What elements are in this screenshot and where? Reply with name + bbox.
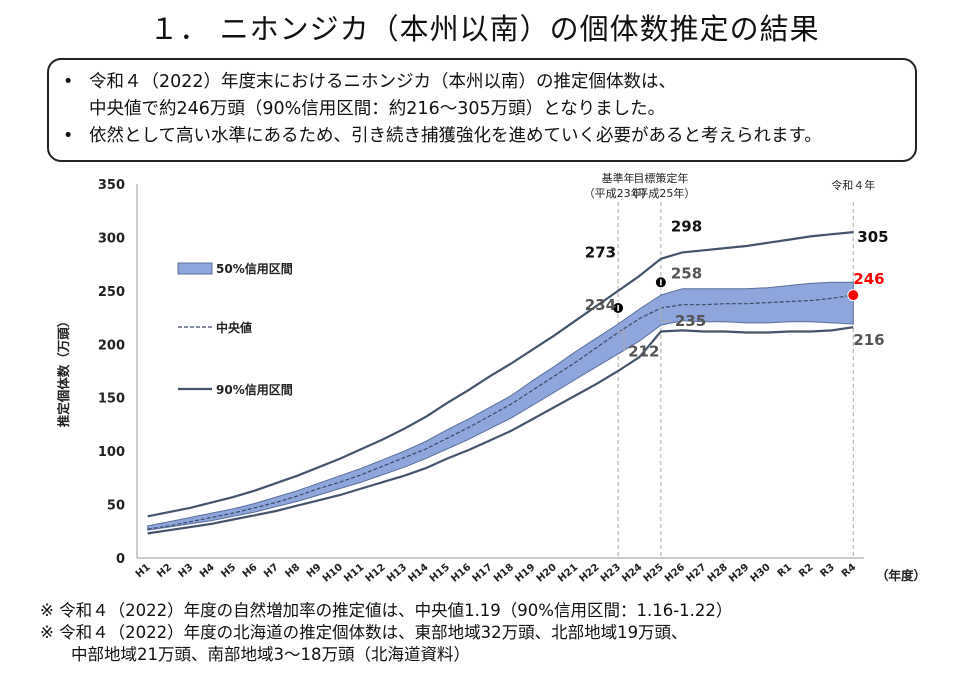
y-tick-label: 150 bbox=[98, 392, 125, 407]
leader-line-235 bbox=[660, 306, 671, 322]
chart-markers bbox=[612, 276, 860, 314]
x-tick-label: H6 bbox=[241, 562, 260, 580]
legend-swatch-band50 bbox=[177, 262, 213, 275]
data-label: 246 bbox=[853, 270, 884, 288]
x-tick-label: H23 bbox=[599, 562, 623, 585]
x-tick-label: H14 bbox=[406, 562, 430, 585]
legend-label-median: 中央値 bbox=[216, 320, 252, 335]
y-tick-label: 100 bbox=[98, 445, 125, 460]
reference-lines: 基準年（平成23年）目標策定年（平成25年） 令和４年 bbox=[584, 171, 875, 558]
x-tick-label: H28 bbox=[706, 562, 730, 585]
x-tick-label: H17 bbox=[471, 562, 495, 585]
legend-label-band50: 50%信用区間 bbox=[216, 261, 293, 276]
point-marker bbox=[847, 289, 860, 302]
x-tick-label: H3 bbox=[177, 562, 196, 580]
x-tick-label: H18 bbox=[492, 562, 516, 585]
data-label: 273 bbox=[585, 243, 616, 261]
x-tick-label: H12 bbox=[364, 562, 388, 585]
line-median bbox=[147, 294, 854, 530]
x-tick-label: H16 bbox=[449, 562, 473, 585]
y-tick-label: 50 bbox=[107, 499, 125, 514]
x-tick-label: H11 bbox=[342, 562, 366, 585]
y-tick-label: 0 bbox=[116, 552, 125, 567]
footnote-mark: ※ bbox=[40, 623, 54, 642]
y-tick-label: 200 bbox=[98, 338, 125, 353]
x-tick-label: H21 bbox=[556, 562, 580, 585]
x-tick-label: H25 bbox=[642, 562, 666, 585]
data-label: 298 bbox=[671, 218, 702, 236]
x-tick-label: H27 bbox=[684, 562, 708, 585]
x-tick-label: H15 bbox=[428, 562, 452, 585]
footnote-1: ※ 令和４（2022）年度の自然増加率の推定値は、中央値1.19（90%信用区間… bbox=[40, 600, 732, 622]
x-tick-label: H29 bbox=[727, 562, 751, 585]
footnote-2-line-2: 中部地域21万頭、南部地域3～18万頭（北海道資料） bbox=[71, 645, 470, 664]
data-label: 212 bbox=[628, 342, 659, 360]
bullet-mark: • bbox=[63, 126, 74, 146]
x-tick-label: H5 bbox=[219, 562, 238, 580]
data-label: 258 bbox=[671, 264, 702, 282]
footnote-1-text: 令和４（2022）年度の自然増加率の推定値は、中央値1.19（90%信用区間：1… bbox=[59, 601, 733, 620]
bullet-1-line-1: 令和４（2022）年度末におけるニホンジカ（本州以南）の推定個体数は、 bbox=[89, 72, 677, 92]
summary-bullet-2: • 依然として高い水準にあるため、引き続き捕獲強化を進めていく必要があると考えら… bbox=[63, 123, 901, 150]
x-tick-label: H30 bbox=[749, 562, 773, 585]
reference-label: 目標策定年 bbox=[633, 171, 688, 185]
footnote-2-text: 令和４（2022）年度の北海道の推定個体数は、東部地域32万頭、北部地域19万頭… bbox=[59, 623, 688, 642]
x-tick-label: H13 bbox=[385, 562, 409, 585]
x-tick-label: H26 bbox=[663, 562, 687, 585]
footnotes: ※ 令和４（2022）年度の自然増加率の推定値は、中央値1.19（90%信用区間… bbox=[40, 600, 732, 666]
x-tick-label: H8 bbox=[283, 562, 302, 580]
footnote-mark: ※ bbox=[40, 601, 54, 620]
reference-sublabel: （平成25年） bbox=[626, 186, 695, 200]
y-axis-title: 推定個体数（万頭） bbox=[56, 315, 71, 428]
line-90-upper bbox=[147, 231, 854, 518]
bullet-1-line-2: 中央値で約246万頭（90%信用区間：約216～305万頭）となりました。 bbox=[89, 99, 666, 119]
x-tick-label: H7 bbox=[262, 562, 281, 580]
line-90-lower bbox=[147, 326, 854, 535]
page-title: １． ニホンジカ（本州以南）の個体数推定の結果 bbox=[149, 12, 820, 46]
x-tick-label: R3 bbox=[819, 562, 837, 580]
legend-label-ci90: 90%信用区間 bbox=[216, 382, 293, 397]
chart-series bbox=[147, 231, 854, 535]
x-tick-label: H1 bbox=[134, 562, 153, 580]
chart-annotations: 273 234 212 298 258 235 305 246 216 bbox=[585, 218, 889, 361]
reference-label: 令和４年 bbox=[831, 178, 875, 192]
leader-line-212 bbox=[618, 330, 628, 350]
x-tick-label: R2 bbox=[797, 562, 815, 580]
summary-box: • 令和４（2022）年度末におけるニホンジカ（本州以南）の推定個体数は、 中央… bbox=[47, 58, 917, 162]
reference-label: 基準年 bbox=[602, 171, 635, 185]
data-label: 216 bbox=[853, 331, 884, 349]
summary-bullet-1: • 令和４（2022）年度末におけるニホンジカ（本州以南）の推定個体数は、 bbox=[63, 69, 901, 96]
reference-sublabel: （平成23年） bbox=[584, 186, 653, 200]
x-tick-label: H4 bbox=[198, 562, 217, 580]
bullet-mark: • bbox=[63, 72, 74, 92]
x-tick-label: H22 bbox=[577, 562, 601, 585]
data-label: 305 bbox=[857, 228, 888, 246]
x-tick-label: H2 bbox=[155, 562, 174, 580]
x-tick-label: H10 bbox=[321, 562, 345, 585]
x-tick-label: H20 bbox=[535, 562, 559, 585]
x-tick-label: R4 bbox=[840, 562, 858, 580]
band-50-credible-interval bbox=[147, 281, 854, 531]
data-label: 234 bbox=[585, 296, 616, 314]
y-tick-label: 350 bbox=[98, 178, 125, 193]
x-tick-label: H24 bbox=[620, 562, 644, 585]
x-tick-label: R1 bbox=[776, 562, 794, 580]
y-tick-label: 300 bbox=[98, 231, 125, 246]
x-axis-title: （年度） bbox=[876, 568, 926, 583]
y-tick-label: 250 bbox=[98, 285, 125, 300]
bullet-2-text: 依然として高い水準にあるため、引き続き捕獲強化を進めていく必要があると考えられま… bbox=[89, 126, 822, 146]
x-tick-label: H19 bbox=[513, 562, 537, 585]
footnote-2: ※ 令和４（2022）年度の北海道の推定個体数は、東部地域32万頭、北部地域19… bbox=[40, 622, 732, 644]
data-label: 235 bbox=[675, 312, 706, 330]
